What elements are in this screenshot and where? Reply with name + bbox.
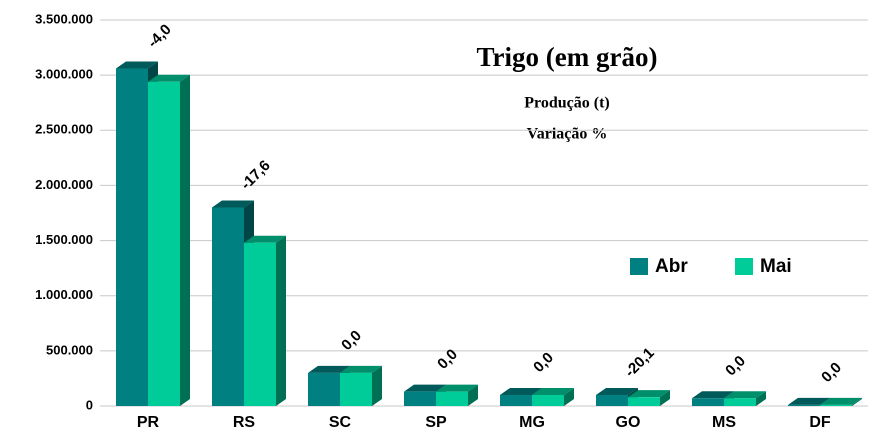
legend-swatch <box>630 258 648 275</box>
x-tick-label: GO <box>616 414 641 430</box>
bar-top <box>692 391 734 399</box>
y-tick-label: 1.000.000 <box>35 287 93 302</box>
x-tick-label: SP <box>425 414 447 430</box>
legend-swatch <box>735 258 753 275</box>
x-tick-label: SC <box>329 414 352 430</box>
y-tick-label: 3.000.000 <box>35 67 93 82</box>
bar-top <box>628 390 670 398</box>
bar <box>628 390 670 406</box>
bar-top <box>308 365 350 373</box>
chart-title: Trigo (em grão) <box>477 42 658 72</box>
bar-front <box>308 372 340 406</box>
bar <box>244 235 286 406</box>
y-tick-label: 2.500.000 <box>35 122 93 137</box>
legend-label: Abr <box>655 256 688 277</box>
bar-top <box>244 235 286 243</box>
bar-front <box>404 391 436 406</box>
bar <box>436 384 478 406</box>
bar-top <box>724 391 766 399</box>
bar <box>724 391 766 406</box>
y-tick-label: 2.000.000 <box>35 177 93 192</box>
bar-top <box>436 384 478 392</box>
bar-front <box>500 394 532 406</box>
bar-front <box>340 372 372 406</box>
bar-top <box>596 387 638 395</box>
legend-label: Mai <box>760 256 792 277</box>
bar-front <box>116 68 148 407</box>
x-tick-label: PR <box>137 414 160 430</box>
bar-front <box>596 394 628 406</box>
bar-side <box>180 74 190 406</box>
bar-side <box>660 390 670 406</box>
bar-top <box>340 365 382 373</box>
bar-top <box>500 387 542 395</box>
variation-label: 0,0 <box>338 327 365 354</box>
bar-front <box>788 404 820 406</box>
variation-label: -17,6 <box>238 157 274 193</box>
bar-top <box>404 384 446 392</box>
x-tick-label: DF <box>809 414 831 430</box>
bar-front <box>692 398 724 406</box>
bar-side <box>276 235 286 406</box>
bar-front <box>724 398 756 406</box>
bar-front <box>148 81 180 406</box>
bar-side <box>564 387 574 406</box>
bar-front <box>244 242 276 406</box>
bar-front <box>628 397 660 406</box>
variation-label: 0,0 <box>434 346 461 373</box>
bar-front <box>820 404 852 406</box>
bar-top <box>212 200 254 208</box>
bar-top <box>820 397 862 405</box>
variation-label: 0,0 <box>818 359 845 386</box>
bar-top <box>532 387 574 395</box>
bar-top <box>148 74 190 82</box>
y-tick-label: 0 <box>86 397 93 412</box>
y-tick-label: 1.500.000 <box>35 232 93 247</box>
x-tick-label: MG <box>519 414 545 430</box>
bar-side <box>852 397 862 406</box>
x-tick-label: MS <box>712 414 736 430</box>
bar <box>148 74 190 406</box>
bar-front <box>212 207 244 406</box>
bar <box>820 397 862 406</box>
bar-front <box>436 391 468 406</box>
bar-side <box>468 384 478 406</box>
annotation: Variação % <box>527 126 608 143</box>
bar-top <box>116 61 158 69</box>
chart-subtitle: Produção (t) <box>524 95 609 112</box>
bar <box>532 387 574 406</box>
bar-front <box>532 394 564 406</box>
variation-label: 0,0 <box>722 353 749 380</box>
bar-side <box>372 365 382 406</box>
bar-side <box>756 391 766 406</box>
y-tick-label: 3.500.000 <box>35 11 93 26</box>
bar <box>340 365 382 406</box>
variation-label: -20,1 <box>622 344 658 380</box>
variation-label: -4,0 <box>144 21 174 51</box>
bar-top <box>788 397 830 405</box>
x-tick-label: RS <box>233 414 256 430</box>
y-tick-label: 500.000 <box>46 342 93 357</box>
variation-label: 0,0 <box>530 349 557 376</box>
